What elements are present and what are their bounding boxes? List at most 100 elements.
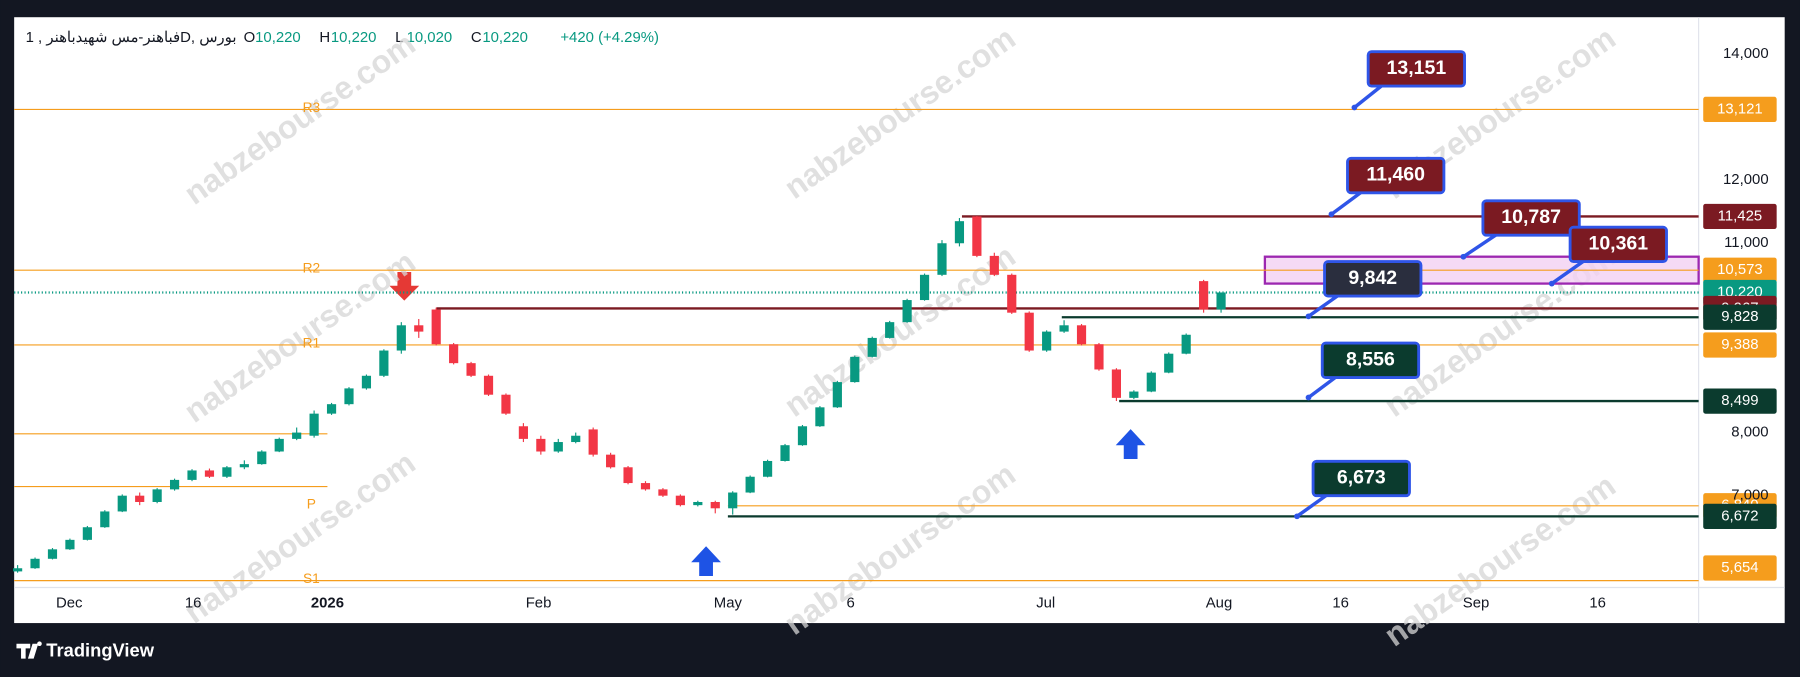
candle-body [1216,292,1226,310]
x-tick-label: May [714,596,743,612]
candle-body [152,489,162,502]
candle-body [483,375,494,395]
x-tick-label: Jul [1036,596,1055,612]
candle-body [1199,281,1209,310]
candle-body [257,451,267,465]
callout-label: 10,361 [1588,233,1648,255]
x-tick-label: Sep [1463,596,1490,612]
price-label-box [1703,388,1777,414]
candle-body [1042,331,1052,351]
candle-body [780,445,790,461]
candle-body [117,495,127,512]
y-tick-label: 14,000 [1723,46,1769,62]
candle-body [1076,325,1087,345]
pivot-tag: P [307,496,316,511]
callout-point [1305,394,1312,401]
candle-body [867,337,877,357]
candle-body [658,489,668,496]
candle-body [693,501,703,506]
candle-body [919,274,930,301]
ohlc-key: H [319,30,330,46]
callout-pointer [1462,231,1500,259]
x-tick-label: 2026 [311,596,344,612]
callout-label: 9,842 [1348,267,1397,289]
callout-label: 10,787 [1501,206,1561,228]
arrow-up [691,546,721,577]
price-label-box [1703,332,1777,358]
symbol: 1 , فباهنر-مس شهیدباهنرD, بورس [26,30,237,46]
callout-pointer [1296,492,1331,518]
callout-label: 13,151 [1387,57,1447,79]
x-tick-label: 6 [847,596,855,612]
header: 1 , فباهنر-مس شهیدباهنرD, بورس O 10,220 H 1… [26,30,659,46]
candle-body [553,442,563,452]
callout-point [1460,253,1467,260]
callout-pointer [1353,82,1386,109]
price-label: 13,121 [1717,101,1763,117]
candle-body [850,356,860,383]
candle-body [13,568,23,572]
x-tick-label: Aug [1206,596,1233,612]
price-label-box [1703,257,1777,283]
price-label: 11,425 [1718,208,1763,224]
price-label-box [1703,304,1777,330]
candle-body [82,527,92,540]
candle-body [344,388,354,405]
ohlc-value: 10,020 [407,30,453,46]
pivot-tag: S1 [303,571,320,586]
callout-pointer [1550,257,1588,285]
callout-box [1320,341,1421,379]
callout-box [1568,225,1668,264]
candle-body [815,407,825,427]
price-label-box [1703,203,1777,230]
callout-box [1311,459,1411,498]
arrow-up [1115,429,1146,459]
candle-body [361,375,372,389]
candle-body [1024,312,1034,351]
callout-box [1323,260,1423,298]
candle-body [885,322,895,338]
callout-box [1346,156,1446,195]
candle-body [1146,372,1156,392]
candle-body [1111,369,1122,398]
candle-body [466,363,476,376]
candle-body [326,404,337,414]
candle-body [954,221,965,244]
price-label-box [1703,503,1777,530]
candle-body [222,467,232,477]
price-label: 9,828 [1721,309,1758,325]
candle-body [449,344,459,364]
ohlc-key: L [395,30,403,46]
candle-body [65,539,75,550]
change: +420 (+4.29%) [560,30,659,46]
x-tick-label: Feb [526,596,552,612]
callout-point [1305,313,1312,320]
price-label: 9,388 [1721,337,1758,353]
candle-body [169,479,180,490]
price-label: 5,654 [1721,560,1758,576]
candle-body [292,432,302,439]
candle-body [501,394,511,414]
candle-body [588,429,598,455]
candle-body [937,243,947,275]
brand[interactable]: TradingView [46,640,154,661]
callout-pointer [1307,292,1342,318]
candle-body [274,438,284,452]
candle-body [204,470,215,477]
candle-body [1094,344,1104,370]
ohlc-key: C [471,30,482,46]
candle-body [832,382,842,408]
x-tick-label: 16 [1589,596,1606,612]
candle-body [1129,391,1139,398]
price-label-box [1703,555,1777,581]
candle-body [100,511,110,528]
x-tick-label: 16 [185,596,202,612]
candle-body [623,467,633,484]
plot-area [14,17,1785,624]
candle-body [606,454,616,468]
ohlc-value: 10,220 [255,30,301,46]
price-label: 10,573 [1717,262,1763,278]
callout-box [1366,50,1466,88]
